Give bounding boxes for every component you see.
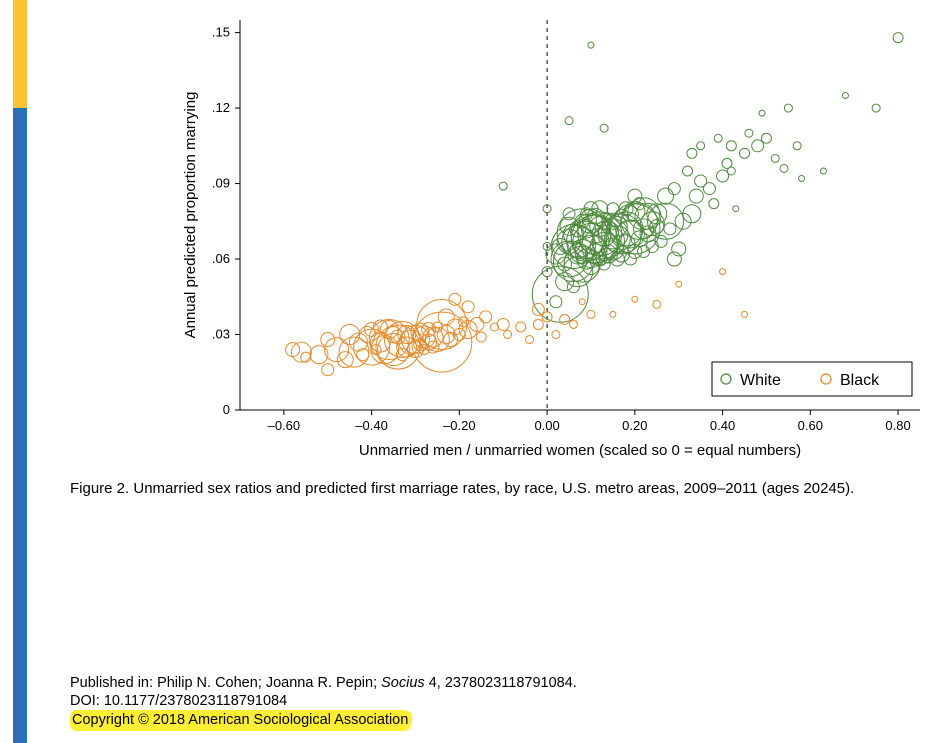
bubble-point	[532, 303, 544, 315]
chart-svg: –0.60 –0.40 –0.20 0.00 0.20 0.40 0.60 0.80 Unmar…	[70, 10, 940, 470]
svg-text:.15: .15	[212, 25, 230, 40]
svg-text:–0.40: –0.40	[355, 418, 388, 433]
pub-prefix: Published in:	[70, 675, 157, 691]
bubble-point	[552, 331, 560, 339]
bubble-point	[560, 314, 570, 324]
svg-text:0.20: 0.20	[622, 418, 647, 433]
bubble-point	[761, 133, 771, 143]
bubble-point	[462, 301, 474, 313]
svg-text:0.40: 0.40	[710, 418, 735, 433]
bubble-point	[752, 140, 764, 152]
svg-text:Unmarried men / unmarried wome: Unmarried men / unmarried women (scaled …	[359, 442, 801, 459]
bubble-point	[499, 182, 507, 190]
bubble-point	[632, 296, 638, 302]
svg-text:–0.20: –0.20	[443, 418, 476, 433]
bubble-point	[533, 319, 543, 329]
scatter-chart: –0.60 –0.40 –0.20 0.00 0.20 0.40 0.60 0.80 Unmar…	[70, 10, 940, 470]
svg-text:–0.60: –0.60	[268, 418, 301, 433]
bubble-point	[480, 311, 492, 323]
legend-label: White	[740, 372, 781, 389]
svg-text:Annual predicted proportion ma: Annual predicted proportion marrying	[182, 92, 199, 339]
bubble-point	[709, 199, 719, 209]
svg-text:.06: .06	[212, 251, 230, 266]
bubble-point	[842, 92, 848, 98]
bubble-point	[569, 320, 577, 328]
bubble-point	[526, 336, 534, 344]
bubble-point	[600, 124, 608, 132]
bubble-point	[668, 183, 680, 195]
publication-info: Published in: Philip N. Cohen; Joanna R.…	[70, 674, 577, 731]
bubble-point	[286, 343, 300, 357]
bubble-point	[438, 309, 454, 325]
bubble-point	[497, 318, 509, 330]
sidebar-accent-blue	[13, 108, 27, 743]
bubble-point	[714, 134, 722, 142]
svg-text:0.60: 0.60	[798, 418, 823, 433]
bubble-point	[740, 148, 750, 158]
bubble-point	[610, 311, 616, 317]
bubble-point	[799, 176, 805, 182]
pub-copyright: Copyright © 2018 American Sociological A…	[70, 710, 412, 731]
bubble-point	[579, 299, 585, 305]
bubble-point	[893, 33, 903, 43]
bubble-point	[322, 364, 334, 376]
pub-rest: 4, 2378023118791084.	[425, 675, 577, 691]
svg-text:.12: .12	[212, 100, 230, 115]
svg-text:.09: .09	[212, 176, 230, 191]
bubble-point	[697, 142, 705, 150]
bubble-point	[771, 154, 779, 162]
bubble-point	[563, 208, 575, 220]
pub-line1: Published in: Philip N. Cohen; Joanna R.…	[70, 674, 577, 692]
bubble-point	[588, 42, 594, 48]
bubble-point	[638, 245, 650, 257]
bubble-point	[504, 331, 512, 339]
bubble-point	[587, 310, 595, 318]
svg-text:0.80: 0.80	[885, 418, 910, 433]
bubble-point	[565, 117, 573, 125]
figure-caption: Figure 2. Unmarried sex ratios and predi…	[70, 480, 854, 497]
bubble-point	[780, 164, 788, 172]
bubble-point	[321, 333, 335, 347]
bubble-point	[726, 141, 736, 151]
sidebar-accent-yellow	[13, 0, 27, 108]
bubble-point	[820, 168, 826, 174]
bubble-point	[717, 170, 729, 182]
pub-authors: Philip N. Cohen; Joanna R. Pepin;	[157, 675, 381, 691]
bubble-point	[664, 223, 676, 235]
pub-journal: Socius	[381, 675, 425, 691]
bubble-point	[727, 167, 735, 175]
bubble-point	[742, 311, 748, 317]
bubble-point	[733, 206, 739, 212]
bubble-point	[516, 322, 526, 332]
bubble-point	[793, 142, 801, 150]
bubble-point	[720, 269, 726, 275]
bubble-point	[624, 253, 636, 265]
bubble-point	[689, 189, 703, 203]
bubble-point	[687, 148, 697, 158]
bubble-point	[759, 110, 765, 116]
pub-doi: DOI: 10.1177/2378023118791084	[70, 692, 577, 710]
bubble-point	[784, 104, 792, 112]
bubble-point	[476, 332, 486, 342]
bubble-point	[745, 129, 753, 137]
bubble-point	[872, 104, 880, 112]
svg-text:0: 0	[223, 402, 230, 417]
bubble-point	[676, 281, 682, 287]
svg-text:0.00: 0.00	[534, 418, 559, 433]
bubble-point	[550, 296, 562, 308]
pub-copyright-wrap: Copyright © 2018 American Sociological A…	[70, 710, 577, 731]
svg-text:.03: .03	[212, 327, 230, 342]
bubble-point	[682, 166, 692, 176]
bubble-point	[658, 188, 674, 204]
bubble-point	[653, 300, 661, 308]
legend-label: Black	[840, 372, 880, 389]
bubble-point	[325, 338, 349, 362]
bubble-point	[703, 183, 715, 195]
